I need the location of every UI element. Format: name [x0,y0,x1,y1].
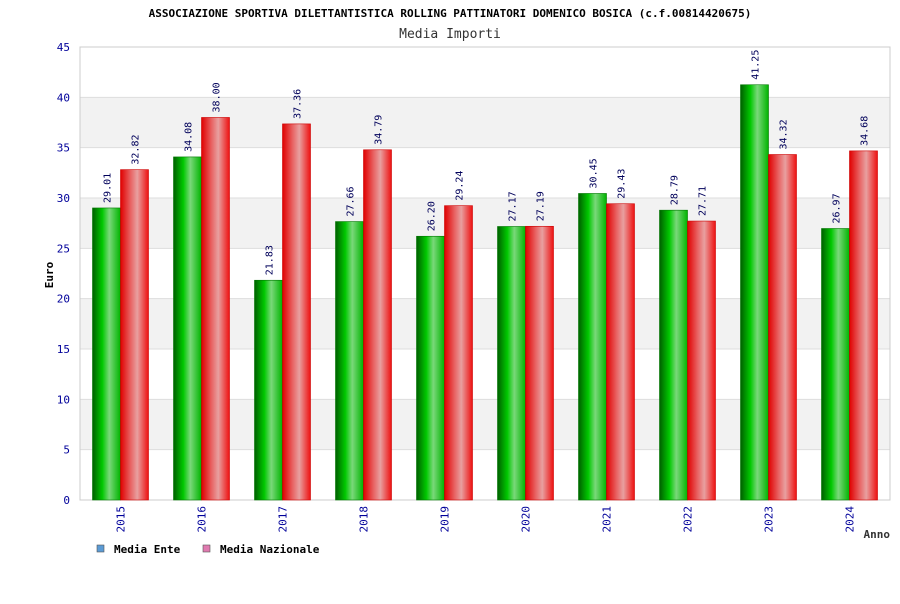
bar-media-nazionale [363,149,392,501]
y-tick-label: 30 [57,192,70,205]
x-tick-label: 2023 [763,506,776,533]
data-label: 34.79 [374,115,385,145]
x-tick-label: 2024 [844,506,857,533]
plot-frame [79,46,891,501]
y-tick-label: 15 [57,343,70,356]
data-label: 28.79 [670,175,681,205]
bar-media-nazionale [687,220,716,501]
x-tick-label: 2022 [682,506,695,533]
legend: Media Ente Media Nazionale [96,543,320,556]
bar-media-ente [578,193,607,501]
y-tick-label: 40 [57,91,70,104]
x-tick-label: 2017 [277,506,290,533]
data-label: 34.68 [860,116,871,146]
legend-swatch [96,544,105,553]
data-label: 32.82 [131,135,142,165]
bar-media-ente [92,207,121,501]
data-label: 29.43 [617,169,628,199]
data-label: 27.19 [536,191,547,221]
bar-media-ente [335,221,364,501]
data-label: 30.45 [589,158,600,188]
data-label: 29.24 [455,171,466,201]
data-label: 21.83 [265,245,276,275]
bar-media-ente [416,235,445,501]
bar-media-ente [497,226,526,501]
bar-media-ente [254,279,283,501]
data-label: 41.25 [751,50,762,80]
bar-media-nazionale [282,123,311,501]
bar-media-nazionale [444,205,473,501]
bar-media-nazionale [606,203,635,501]
y-tick-label: 45 [57,41,70,54]
y-tick-label: 5 [63,444,70,457]
bar-media-ente [821,228,850,501]
bar-media-nazionale [768,154,797,501]
data-label: 27.71 [698,186,709,216]
bar-media-nazionale [120,169,149,501]
x-tick-label: 2020 [520,506,533,533]
data-label: 26.20 [427,201,438,231]
legend-label: Media Ente [114,543,181,556]
y-axis-ticks: 0 5 10 15 20 25 30 35 40 45 [57,41,70,507]
data-label: 27.17 [508,191,519,221]
x-axis-label: Anno [864,528,891,541]
data-label: 34.32 [779,119,790,149]
bar-media-nazionale [525,225,554,501]
x-tick-label: 2021 [601,506,614,533]
x-tick-label: 2018 [358,506,371,533]
y-tick-label: 10 [57,393,70,406]
data-label: 27.66 [346,186,357,216]
y-tick-label: 0 [63,494,70,507]
y-tick-label: 20 [57,293,70,306]
chart-subtitle: Media Importi [399,27,501,42]
legend-label: Media Nazionale [220,543,320,556]
x-tick-label: 2016 [196,506,209,533]
y-tick-label: 35 [57,142,70,155]
chart-title: ASSOCIAZIONE SPORTIVA DILETTANTISTICA RO… [149,7,752,20]
bar-group: 29.01 32.82 34.08 38.00 21.83 37.36 27.66 34.79… [92,50,878,501]
y-tick-label: 25 [57,242,70,255]
bar-media-ente [659,209,688,501]
data-label: 37.36 [293,89,304,119]
x-axis-ticks: 2015 2016 2017 2018 2019 2020 2021 2022 2023 2024 [115,506,857,533]
data-label: 26.97 [832,193,843,223]
y-axis-label: Euro [43,261,56,288]
bar-media-nazionale [849,150,878,501]
bar-media-ente [173,156,202,501]
bar-media-nazionale [201,117,230,501]
legend-swatch [202,544,211,553]
data-label: 38.00 [212,82,223,112]
x-tick-label: 2015 [115,506,128,533]
bar-media-ente [740,84,769,501]
x-tick-label: 2019 [439,506,452,533]
data-label: 29.01 [103,173,114,203]
data-label: 34.08 [184,122,195,152]
